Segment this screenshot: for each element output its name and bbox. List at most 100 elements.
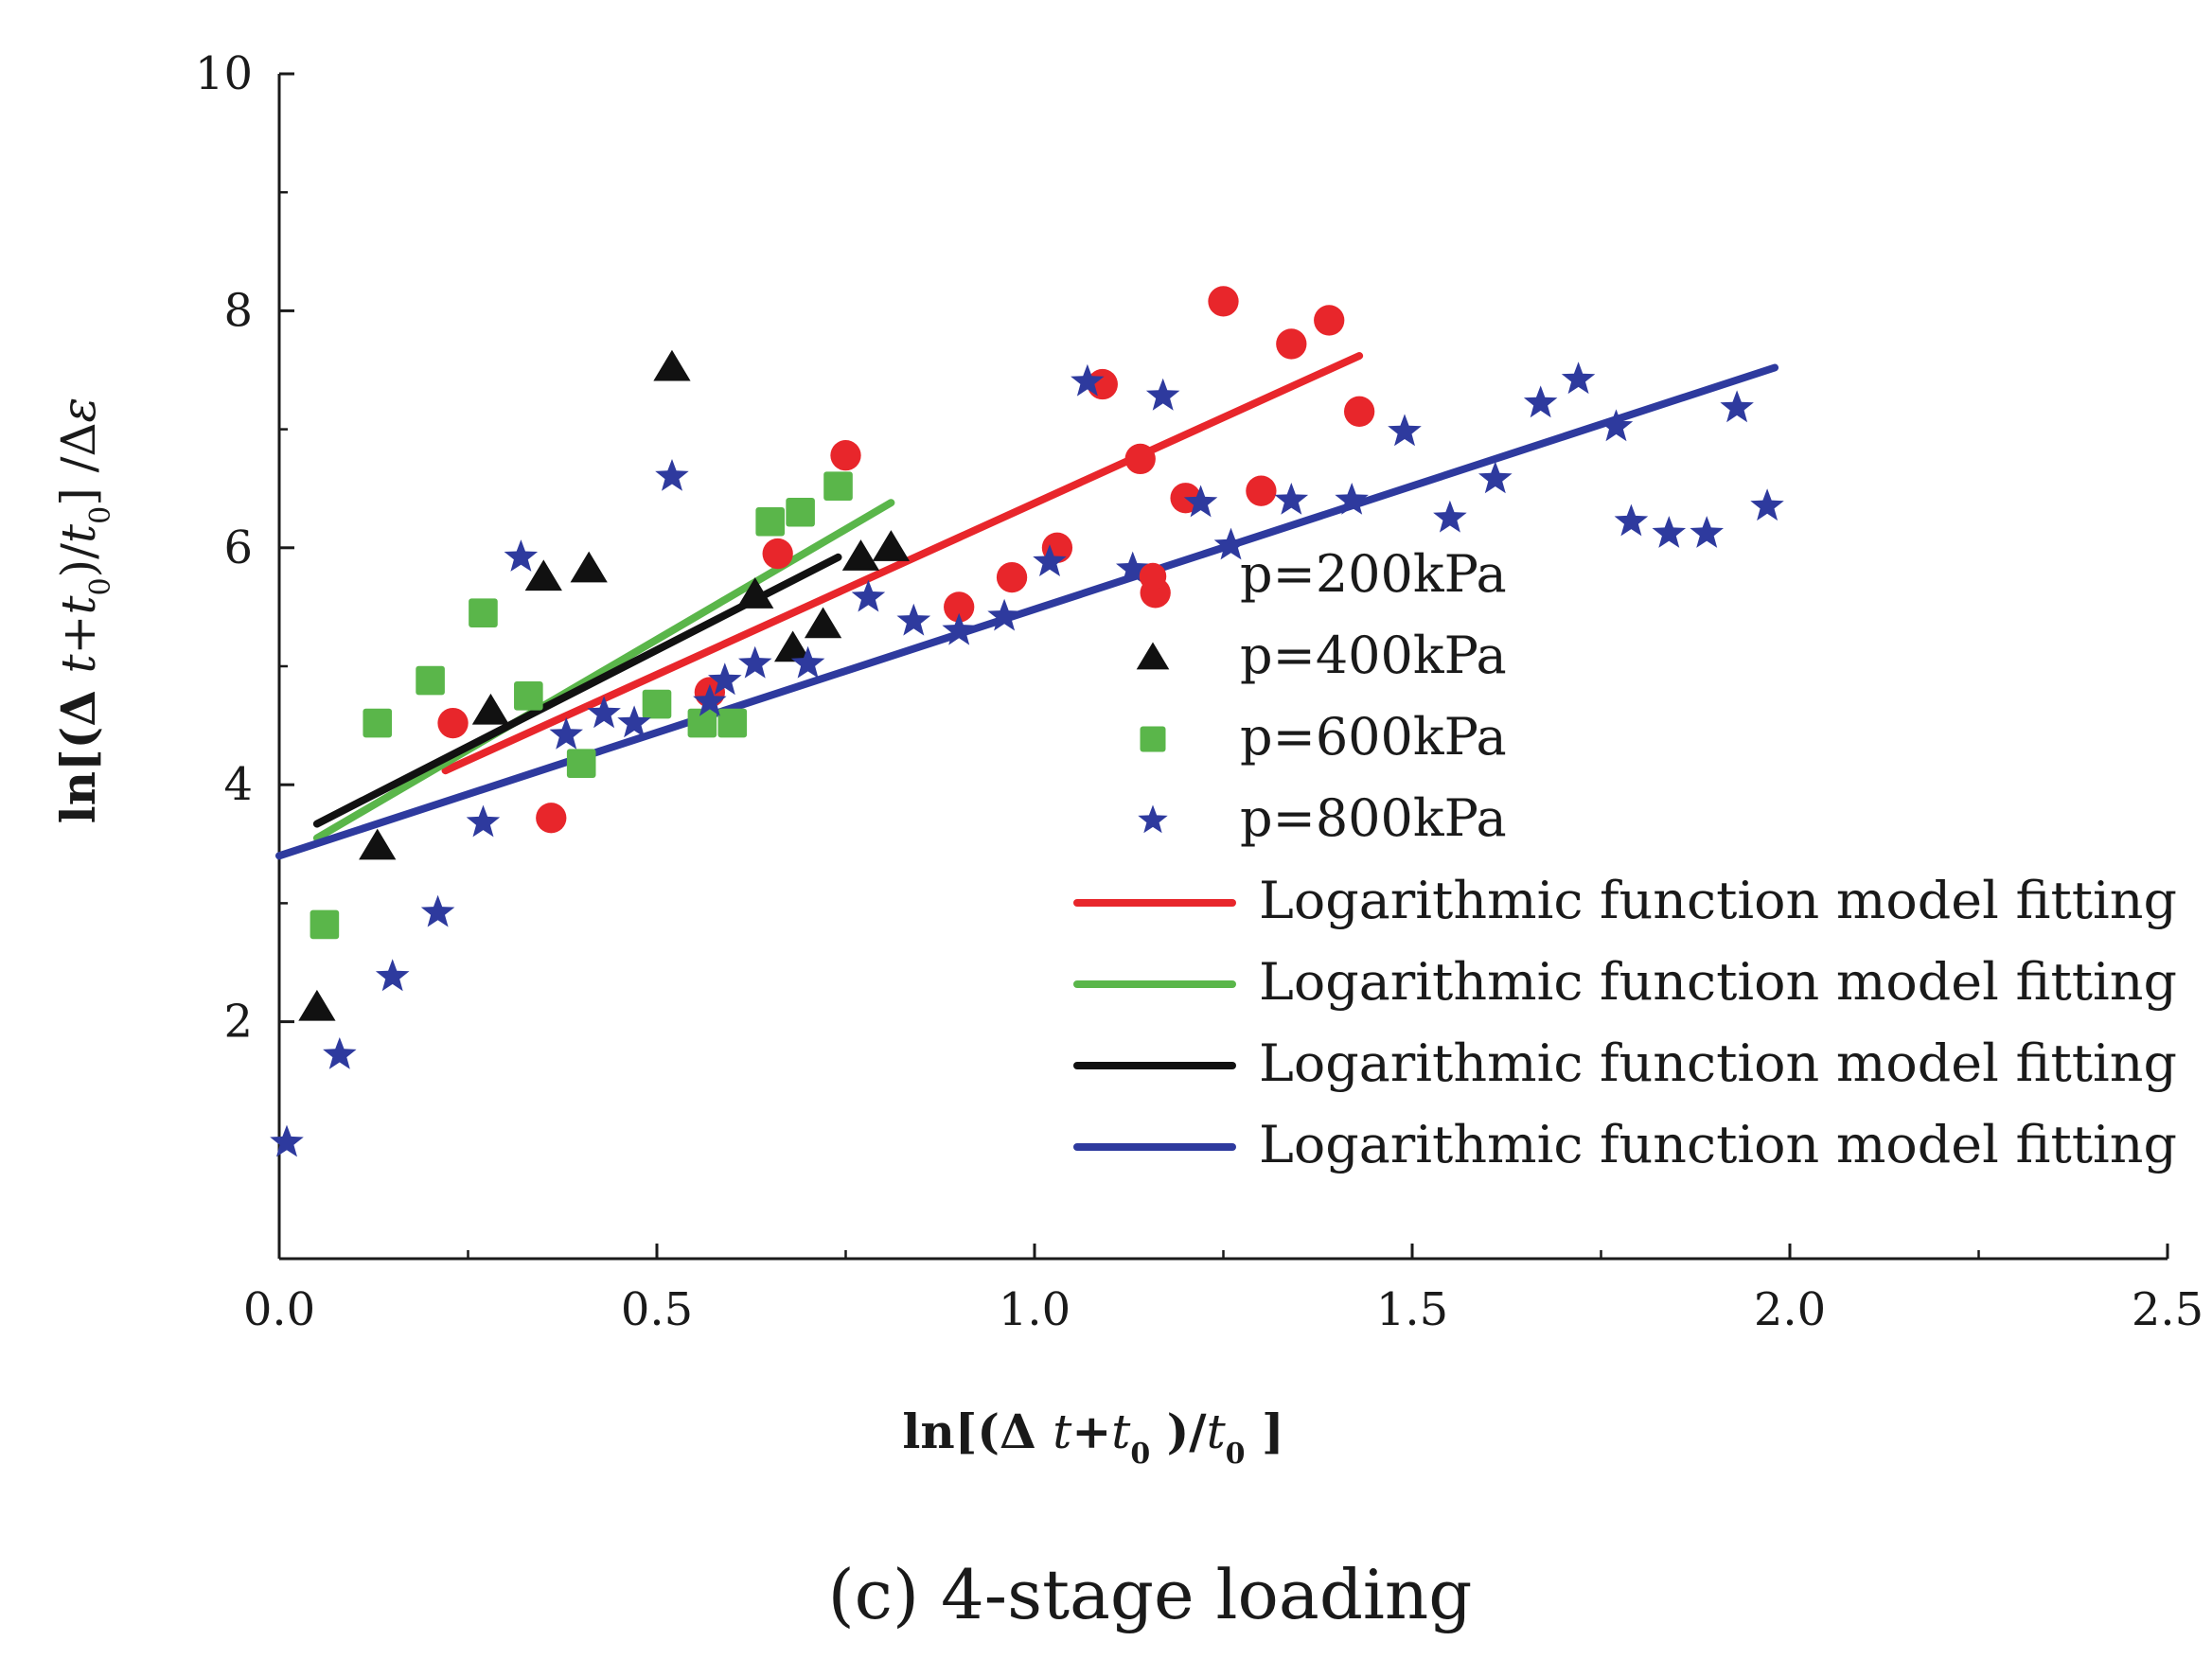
data-point xyxy=(549,716,583,750)
data-point xyxy=(736,577,774,609)
data-point xyxy=(1690,516,1724,548)
legend-label: Logarithmic function model fitting xyxy=(1259,1115,2177,1174)
data-point xyxy=(570,551,608,583)
data-point xyxy=(437,707,469,739)
y-axis-ticks: 2 4 6 8 10 xyxy=(195,47,294,1142)
x-tick-label: 2.0 xyxy=(1754,1283,1826,1336)
data-point xyxy=(1246,475,1277,506)
data-point xyxy=(504,539,539,572)
data-point xyxy=(996,561,1028,593)
data-point xyxy=(416,665,445,696)
data-point xyxy=(642,689,672,719)
data-point xyxy=(708,662,742,696)
data-point xyxy=(617,705,651,738)
data-point xyxy=(1314,305,1345,336)
data-point xyxy=(420,894,455,927)
data-point xyxy=(717,708,748,738)
data-point xyxy=(693,683,727,716)
data-point xyxy=(1433,500,1467,533)
data-point xyxy=(466,804,501,838)
data-point xyxy=(774,630,812,662)
y-tick-label: 6 xyxy=(223,521,253,574)
data-point xyxy=(1750,488,1784,521)
legend-label: p=400kPa xyxy=(1240,626,1507,685)
data-point xyxy=(270,1124,304,1157)
data-point xyxy=(804,607,842,639)
data-markers xyxy=(270,286,1784,1157)
data-point xyxy=(987,598,1021,631)
x-tick-label: 0.5 xyxy=(621,1283,693,1336)
data-point xyxy=(1213,527,1248,560)
data-point xyxy=(1124,443,1156,475)
x-tick-label: 2.5 xyxy=(2132,1283,2203,1336)
data-point xyxy=(1478,461,1513,494)
data-point xyxy=(830,439,861,471)
data-point xyxy=(1335,483,1369,515)
legend-label: p=200kPa xyxy=(1240,544,1507,604)
data-point xyxy=(841,539,880,571)
data-point xyxy=(944,591,975,623)
fit-line xyxy=(312,499,895,842)
x-axis-ticks: 0.0 0.5 1.0 1.5 2.0 2.5 xyxy=(243,1244,2203,1336)
data-point xyxy=(359,828,397,860)
data-point xyxy=(536,803,567,834)
data-point xyxy=(1274,483,1309,515)
data-point xyxy=(896,603,931,636)
data-point xyxy=(514,681,543,711)
data-point xyxy=(1276,328,1307,360)
y-axis-title: ln[(Δ t+t0)/t0] /Δε xyxy=(50,397,117,824)
data-point xyxy=(566,749,596,778)
fit-lines xyxy=(275,351,1779,860)
data-point xyxy=(1071,363,1105,397)
data-point xyxy=(587,696,621,729)
figure-caption: (c) 4-stage loading xyxy=(828,1555,1473,1634)
fit-line xyxy=(441,351,1364,775)
data-point xyxy=(872,530,911,561)
x-axis-title: ln[(Δ t+t0 )/t0 ] xyxy=(902,1403,1283,1471)
data-point xyxy=(738,645,772,679)
data-point xyxy=(1145,378,1180,411)
x-tick-label: 0.0 xyxy=(243,1283,315,1336)
legend-label: Logarithmic function model fitting xyxy=(1259,952,2177,1012)
data-point xyxy=(310,909,340,940)
legend-label: Logarithmic function model fitting xyxy=(1259,871,2177,930)
legend-label: Logarithmic function model fitting xyxy=(1259,1033,2177,1093)
data-point xyxy=(1343,396,1375,427)
data-point xyxy=(1116,551,1150,584)
data-point xyxy=(1183,485,1218,518)
data-point xyxy=(469,598,498,627)
legend-label: p=800kPa xyxy=(1240,788,1507,848)
data-point xyxy=(655,459,689,491)
legend-marker xyxy=(1136,642,1170,670)
plot-area: 0.0 0.5 1.0 1.5 2.0 2.5 2 4 6 8 10 xyxy=(195,47,2203,1336)
data-point xyxy=(1561,362,1596,395)
legend-marker xyxy=(1140,726,1166,752)
y-tick-label: 10 xyxy=(195,47,253,100)
data-point xyxy=(687,708,717,738)
data-point xyxy=(524,559,562,591)
data-point xyxy=(755,506,785,537)
data-point xyxy=(786,497,815,527)
y-tick-label: 8 xyxy=(223,284,253,337)
data-point xyxy=(790,645,825,679)
data-point xyxy=(1523,385,1558,418)
legend-marker xyxy=(1138,804,1168,834)
x-tick-label: 1.0 xyxy=(999,1283,1071,1336)
fit-line xyxy=(275,363,1779,860)
data-point xyxy=(1033,544,1067,576)
y-tick-label: 4 xyxy=(223,758,253,811)
data-point xyxy=(1599,409,1634,442)
legend-label: p=600kPa xyxy=(1240,707,1507,767)
data-point xyxy=(762,538,793,570)
data-point xyxy=(851,579,886,612)
legend-marker xyxy=(1139,562,1167,591)
data-point xyxy=(653,349,691,381)
data-point xyxy=(1208,286,1239,317)
legend: p=200kPa p=400kPa p=600kPa p=800kPa Logarith… xyxy=(1073,544,2177,1174)
data-point xyxy=(363,708,393,738)
y-tick-label: 2 xyxy=(223,996,253,1049)
data-point xyxy=(823,471,853,501)
data-point xyxy=(1652,516,1687,548)
data-point xyxy=(1720,390,1754,423)
